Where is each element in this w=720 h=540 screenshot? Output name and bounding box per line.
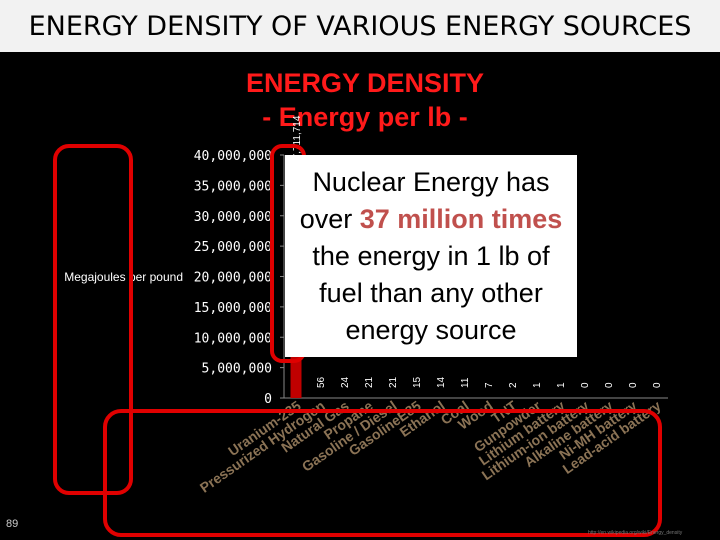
slide-number: 89: [6, 518, 19, 530]
y-tick-label: 10,000,000: [194, 331, 272, 346]
callout-line-2: over 37 million times: [300, 201, 563, 238]
y-tick-label: 30,000,000: [194, 210, 272, 225]
bar-data-label: 0: [652, 382, 663, 388]
bar-data-label: 15: [412, 376, 423, 388]
y-tick-label: 25,000,000: [194, 240, 272, 255]
callout-line-5: energy source: [345, 314, 517, 345]
chart-title: ENERGY DENSITY - Energy per lb -: [200, 66, 530, 134]
bar-data-label: 14: [436, 376, 447, 388]
chart-title-line-1: ENERGY DENSITY: [245, 68, 485, 98]
bar-data-label: 11: [460, 377, 471, 388]
bar-data-label: 7: [484, 382, 495, 388]
title-banner: ENERGY DENSITY OF VARIOUS ENERGY SOURCES: [0, 0, 720, 52]
callout-line-2-prefix: over: [299, 203, 360, 234]
callout-highlight: 37 million times: [359, 203, 563, 234]
callout-line-3: the energy in 1 lb of: [312, 240, 550, 271]
annotation-outline-categories: [103, 409, 662, 537]
bar-data-label: 21: [364, 376, 375, 388]
y-tick-label: 20,000,000: [194, 271, 272, 286]
y-axis-title: Megajoules per pound: [64, 270, 183, 284]
y-tick-label: 5,000,000: [202, 362, 272, 377]
y-tick-label: 15,000,000: [194, 301, 272, 316]
bar-data-label: 2: [508, 382, 519, 388]
bar-data-label: 0: [604, 382, 615, 388]
y-tick-label: 40,000,000: [194, 149, 272, 164]
banner-title: ENERGY DENSITY OF VARIOUS ENERGY SOURCES: [28, 10, 692, 42]
bar-data-label: 0: [628, 382, 639, 388]
source-note: http://en.wikipedia.org/wiki/Energy_dens…: [588, 530, 683, 536]
bar-data-label: 24: [340, 376, 351, 388]
bar-data-label: 0: [580, 382, 591, 388]
y-tick-label: 35,000,000: [194, 179, 272, 194]
nuclear-callout-box: Nuclear Energy has over 37 million times…: [285, 155, 577, 357]
chart-title-line-2: - Energy per lb -: [262, 102, 468, 132]
y-tick-label: 0: [264, 392, 272, 407]
callout-line-1: Nuclear Energy has: [312, 166, 550, 197]
bar-data-label: 1: [556, 382, 567, 388]
annotation-outline-ylabel: [53, 144, 133, 495]
bar-data-label: 21: [388, 376, 399, 388]
bar-data-label: 56: [316, 376, 327, 388]
bar-data-label: 1: [532, 382, 543, 388]
bar-data-label: 37,711,714: [292, 115, 303, 165]
callout-line-4: fuel than any other: [319, 277, 543, 308]
